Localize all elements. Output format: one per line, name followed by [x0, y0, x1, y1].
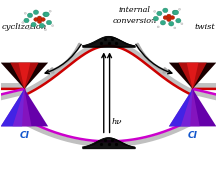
Polygon shape	[1, 89, 48, 126]
Circle shape	[167, 14, 171, 18]
Circle shape	[178, 8, 181, 10]
Polygon shape	[169, 89, 216, 126]
Circle shape	[151, 20, 153, 22]
Text: internal
conversion: internal conversion	[112, 6, 156, 25]
Circle shape	[44, 12, 49, 17]
Polygon shape	[181, 89, 200, 126]
Circle shape	[170, 16, 174, 19]
Circle shape	[34, 18, 38, 21]
Circle shape	[41, 18, 45, 21]
Circle shape	[28, 28, 30, 30]
Circle shape	[160, 20, 166, 25]
Polygon shape	[13, 89, 31, 126]
Text: CI: CI	[187, 131, 198, 140]
Circle shape	[172, 10, 178, 15]
Circle shape	[154, 10, 156, 12]
Circle shape	[24, 18, 29, 23]
Circle shape	[37, 16, 42, 20]
Polygon shape	[169, 89, 193, 126]
Polygon shape	[187, 63, 199, 89]
Polygon shape	[18, 63, 30, 89]
Circle shape	[163, 8, 168, 13]
Polygon shape	[1, 63, 48, 89]
Circle shape	[173, 10, 179, 15]
Circle shape	[157, 11, 162, 16]
Polygon shape	[169, 63, 216, 89]
Circle shape	[163, 16, 168, 19]
Circle shape	[49, 10, 51, 12]
Circle shape	[44, 29, 46, 31]
Circle shape	[24, 12, 26, 14]
Circle shape	[169, 22, 174, 26]
Circle shape	[43, 12, 48, 17]
Polygon shape	[1, 89, 24, 126]
Text: hν: hν	[112, 118, 122, 126]
Circle shape	[37, 20, 42, 23]
Circle shape	[153, 16, 158, 21]
Circle shape	[33, 10, 39, 15]
Circle shape	[39, 23, 44, 28]
Circle shape	[157, 26, 159, 28]
Circle shape	[176, 18, 181, 23]
Circle shape	[22, 22, 24, 23]
Circle shape	[181, 23, 183, 25]
Circle shape	[51, 25, 54, 27]
Text: cyclization: cyclization	[2, 23, 47, 31]
Text: CI: CI	[19, 131, 30, 140]
Circle shape	[46, 20, 52, 25]
Circle shape	[27, 13, 33, 18]
Polygon shape	[178, 63, 207, 89]
Text: twist: twist	[194, 23, 215, 31]
Polygon shape	[10, 63, 39, 89]
Circle shape	[167, 18, 171, 22]
Circle shape	[174, 27, 176, 29]
Circle shape	[31, 22, 36, 27]
